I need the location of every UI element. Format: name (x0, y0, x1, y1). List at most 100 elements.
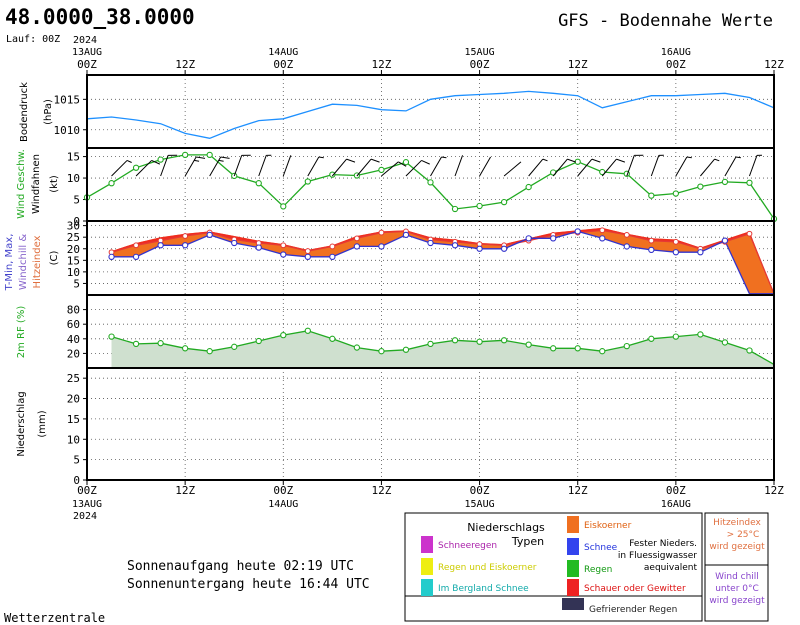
wind-barb (454, 155, 464, 177)
rh-point (574, 345, 581, 352)
date-label-bottom: 13AUG (72, 499, 102, 510)
precip-unit: (mm) (37, 410, 48, 437)
tmin-point (304, 253, 311, 260)
rh-point (157, 340, 164, 347)
rh-point (427, 340, 434, 348)
temp-ylabel3: Hitzeindex (32, 235, 43, 288)
rh-point (500, 337, 508, 344)
wind-point (672, 190, 680, 197)
wind-point (599, 168, 606, 176)
barb-staff (626, 155, 635, 177)
rh-point (402, 346, 410, 353)
tmin-point (648, 246, 655, 254)
panel-precipitation: 25 20 15 10 5 0 (67, 367, 775, 487)
tmin-point (181, 242, 189, 249)
barb-feather (220, 156, 230, 159)
wind-barb (405, 159, 430, 177)
tmax-point (280, 242, 287, 249)
precip-legend: Niederschlags Typen Schneeregen Regen und… (404, 512, 703, 622)
rh-point (255, 337, 262, 345)
wind-barb (135, 159, 161, 177)
wind-barb (209, 156, 230, 177)
panel-frame (86, 74, 775, 149)
heat-note-3: wird gezeigt (709, 542, 765, 552)
rh-point (132, 340, 140, 348)
barb-staff (111, 160, 128, 177)
legend-label: Schauer oder Gewitter (584, 584, 686, 594)
chill-note-1: Wind chill (715, 572, 759, 582)
sunset-text: Sonnenuntergang heute 16:44 UTC (127, 577, 370, 592)
tmin-point (378, 243, 385, 250)
time-label-bottom: 00Z (666, 484, 686, 497)
legend-label: Schneeregen (438, 541, 497, 551)
tmax-point (182, 233, 189, 239)
barb-feather (686, 156, 692, 159)
barb-staff (184, 156, 197, 177)
wind-barb (479, 156, 492, 177)
tmin-point (476, 245, 483, 252)
panel-frame (86, 367, 775, 481)
ytick-label: 20 (67, 243, 80, 256)
tmin-point (329, 253, 336, 260)
date-label-top: 13AUG (72, 47, 102, 58)
time-label-top: 00Z (273, 58, 293, 71)
barb-staff (160, 155, 169, 177)
rh-point (672, 333, 680, 340)
chill-note-box (704, 564, 769, 622)
tmax-point (746, 230, 753, 237)
legend-swatch (567, 516, 579, 533)
tmin-point (108, 253, 115, 260)
legend-swatch (567, 579, 579, 596)
precip-ylabel: Niederschlag (16, 391, 27, 456)
wind-point (132, 164, 140, 171)
temp-ylabel: T-Min, Max, (4, 234, 15, 292)
legend-label: Im Bergland Schnee (438, 584, 529, 594)
barb-staff (700, 158, 715, 177)
ytick-label: 15 (67, 254, 80, 267)
wind-point (329, 171, 336, 178)
ytick-label: 15 (67, 151, 80, 164)
barb-staff (405, 160, 422, 177)
pressure-ylabel: Bodendruck (19, 82, 30, 142)
tmin-point (500, 245, 508, 252)
tmax-point (304, 248, 311, 254)
wind-barb (552, 158, 576, 177)
rh-point (599, 348, 606, 355)
chart-title: GFS - Bodennahe Werte (558, 11, 773, 31)
tmin-point (427, 239, 434, 247)
ytick-label: 25 (67, 231, 80, 244)
tmin-point (697, 249, 704, 256)
legend-swatch (421, 558, 433, 575)
wind-barb (748, 154, 762, 177)
barb-staff (258, 155, 267, 177)
rh-point (525, 341, 532, 348)
site-credit: Wetterzentrale (4, 611, 105, 625)
barb-staff (307, 156, 320, 177)
tmin-point (525, 235, 532, 242)
tmax-point (623, 231, 630, 238)
time-label-bottom: 12Z (371, 484, 391, 497)
ytick-label: 0 (73, 474, 80, 487)
tmin-point (206, 231, 213, 239)
ytick-label: 20 (67, 347, 80, 360)
wind-barb (626, 154, 644, 177)
wind-barb (381, 161, 407, 177)
tmin-point (402, 231, 410, 239)
rh-point (181, 345, 189, 352)
heat-note-2: > 25°C (727, 530, 760, 540)
wind-point (451, 205, 459, 213)
tmin-point (353, 243, 361, 250)
rh-point (108, 333, 115, 340)
barb-staff (233, 155, 243, 177)
barb-feather (567, 158, 576, 163)
wind-point (280, 203, 287, 210)
time-label-bottom: 00Z (470, 484, 490, 497)
wind-point (255, 180, 262, 187)
tmin-point (672, 249, 680, 256)
barb-staff (748, 155, 758, 177)
panel-pressure: 1015 1010 (54, 74, 775, 149)
barb-feather (194, 159, 200, 162)
ytick-label: 10 (67, 433, 80, 446)
ytick-label: 15 (67, 413, 80, 426)
